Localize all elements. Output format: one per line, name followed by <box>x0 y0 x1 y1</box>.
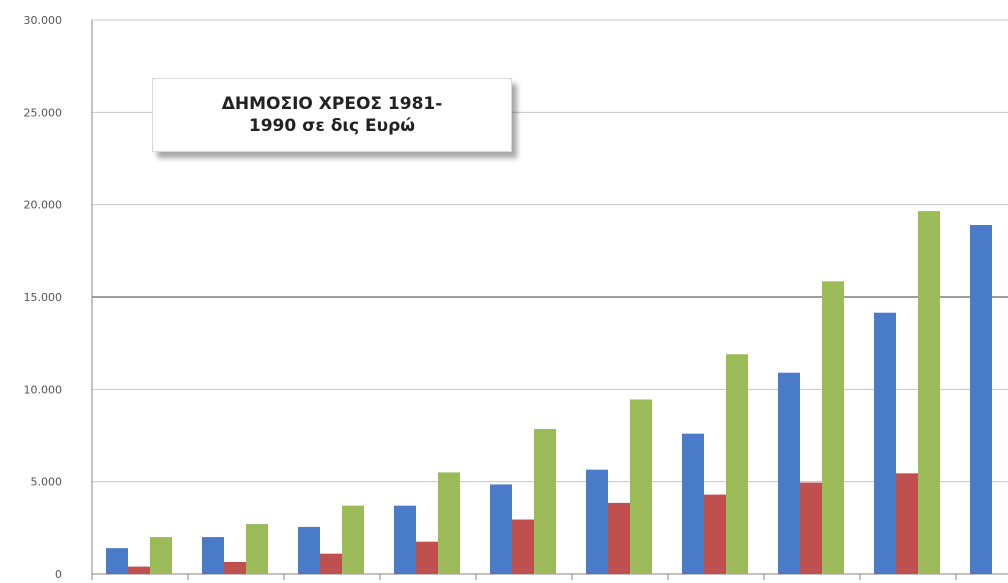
bar <box>394 505 416 574</box>
bar <box>778 372 800 574</box>
bar <box>726 354 748 574</box>
bar <box>298 526 320 574</box>
y-tick-label: 5.000 <box>31 476 63 489</box>
bar <box>534 429 556 574</box>
bar <box>106 548 128 574</box>
y-tick-label: 0 <box>55 568 62 581</box>
bar <box>630 399 652 574</box>
bar <box>682 433 704 574</box>
bar <box>704 494 726 574</box>
y-tick-label: 30.000 <box>24 14 63 27</box>
bar <box>416 541 438 574</box>
bar <box>608 502 630 574</box>
y-tick-label: 25.000 <box>24 106 63 119</box>
bar <box>918 211 940 574</box>
bar <box>822 281 844 574</box>
y-tick-label: 20.000 <box>24 199 63 212</box>
bar <box>874 312 896 574</box>
bar <box>512 519 534 574</box>
bar <box>800 482 822 574</box>
bar <box>202 537 224 574</box>
bar <box>438 472 460 574</box>
chart-title: ΔΗΜΟΣΙΟ ΧΡΕΟΣ 1981-1990 σε δις Ευρώ <box>221 94 443 136</box>
bar <box>970 224 992 575</box>
bar <box>246 524 268 574</box>
y-tick-label: 10.000 <box>24 383 63 396</box>
bar <box>320 553 342 574</box>
bar <box>128 566 150 574</box>
y-tick-label: 15.000 <box>24 291 63 304</box>
bar <box>150 537 172 574</box>
bar <box>490 484 512 574</box>
bar <box>342 505 364 574</box>
bar <box>586 469 608 574</box>
bar <box>896 473 918 574</box>
chart-title-box: ΔΗΜΟΣΙΟ ΧΡΕΟΣ 1981-1990 σε δις Ευρώ <box>152 78 512 152</box>
bar <box>224 561 246 574</box>
